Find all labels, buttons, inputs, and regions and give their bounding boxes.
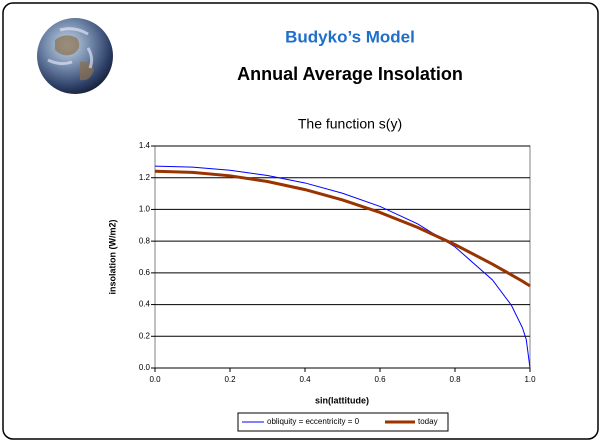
y-tick-label: 0.2 bbox=[139, 331, 151, 340]
x-tick-label: 0.4 bbox=[299, 375, 311, 384]
x-tick-label: 1.0 bbox=[524, 375, 536, 384]
x-tick-label: 0.0 bbox=[149, 375, 161, 384]
y-tick-label: 0.8 bbox=[139, 236, 151, 245]
earth-icon bbox=[37, 18, 113, 94]
y-tick-label: 0.6 bbox=[139, 268, 151, 277]
slide: Budyko’s Model Annual Average Insolation… bbox=[0, 0, 602, 445]
x-axis-label: sin(lattitude) bbox=[315, 395, 369, 405]
chart-title: The function s(y) bbox=[298, 116, 402, 132]
y-tick-label: 0.0 bbox=[139, 363, 151, 372]
x-tick-label: 0.6 bbox=[374, 375, 386, 384]
x-tick-label: 0.2 bbox=[224, 375, 236, 384]
legend-label: obliquity = eccentricity = 0 bbox=[267, 417, 360, 426]
y-tick-label: 1.2 bbox=[139, 173, 151, 182]
y-tick-label: 1.0 bbox=[139, 205, 151, 214]
x-tick-label: 0.8 bbox=[449, 375, 461, 384]
slide-subtitle: Annual Average Insolation bbox=[237, 64, 463, 84]
y-tick-label: 1.4 bbox=[139, 141, 151, 150]
slide-title: Budyko’s Model bbox=[285, 27, 415, 46]
y-tick-label: 0.4 bbox=[139, 300, 151, 309]
y-axis-label: insolation (W/m2) bbox=[107, 220, 117, 295]
legend-label: today bbox=[418, 417, 438, 426]
